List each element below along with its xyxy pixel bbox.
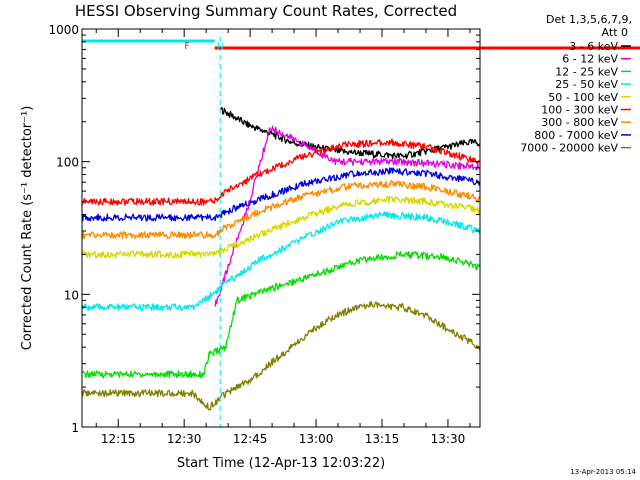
series-8 [81,167,481,222]
legend-entry: 300 - 800 keV [541,116,631,129]
chart-title: HESSI Observing Summary Count Rates, Cor… [75,2,457,20]
legend-label: 300 - 800 keV [541,116,618,129]
axis-layer: 12:15 12:30 12:45 13:00 13:15 13:30 1 10 100 1000 [48,23,480,446]
y-axis-label: Corrected Count Rate (s⁻¹ detector⁻¹) [20,106,35,351]
legend-label: 25 - 50 keV [555,78,618,91]
legend-entry: 100 - 300 keV [541,104,631,117]
marker-layer [219,37,221,427]
legend-header-detectors: Det 1,3,5,6,7,9, [546,13,632,26]
series-1 [219,107,481,160]
series-line [81,195,481,259]
y-tick-label: 1 [71,421,79,435]
plot-frame [81,28,481,428]
legend-entry: 50 - 100 keV [548,91,631,104]
legend-entry: 25 - 50 keV [555,78,631,91]
y-tick-label: 100 [56,156,79,170]
series-line [81,167,481,222]
legend-label: 800 - 7000 keV [534,129,618,142]
legend-label: 50 - 100 keV [548,91,618,104]
x-axis-label: Start Time (12-Apr-13 12:03:22) [177,456,385,471]
legend-entry: 6 - 12 keV [562,53,631,66]
x-tick-label: 12:30 [167,432,202,446]
legend-entry: 12 - 25 keV [555,65,631,78]
series-5 [81,195,481,259]
series-line [219,107,481,160]
legend-label: 12 - 25 keV [555,65,618,78]
x-tick-label: 13:15 [365,432,400,446]
series-9 [81,301,481,411]
legend-label: 3 - 6 keV [569,40,618,53]
series-7 [81,179,481,240]
series-line [81,211,481,312]
y-tick-label: 10 [64,288,79,302]
x-tick-label: 12:45 [233,432,268,446]
x-tick-label: 12:15 [101,432,136,446]
series-layer [81,107,481,411]
legend-label: 100 - 300 keV [541,104,618,117]
legend-entry: 7000 - 20000 keV [520,142,631,155]
series-line [214,125,481,307]
series-line [81,250,481,379]
series-3 [81,250,481,379]
legend-header-attenuator: Att 0 [602,26,628,39]
series-6 [81,138,481,206]
series-line [81,138,481,206]
x-tick-label: 13:00 [299,432,334,446]
series-2 [214,125,481,307]
legend-entry: 800 - 7000 keV [534,129,631,142]
flag-label: F [184,42,189,52]
legend-label: 6 - 12 keV [562,53,618,66]
legend-entry: 3 - 6 keV [569,40,631,53]
series-line [81,301,481,411]
x-tick-label: 13:30 [431,432,466,446]
y-tick-label: 1000 [48,23,79,37]
flag-label: N [217,42,224,52]
series-line [81,179,481,240]
series-4 [81,211,481,312]
legend-label: 7000 - 20000 keV [520,142,618,155]
generation-timestamp: 13-Apr-2013 05:14 [570,468,636,476]
